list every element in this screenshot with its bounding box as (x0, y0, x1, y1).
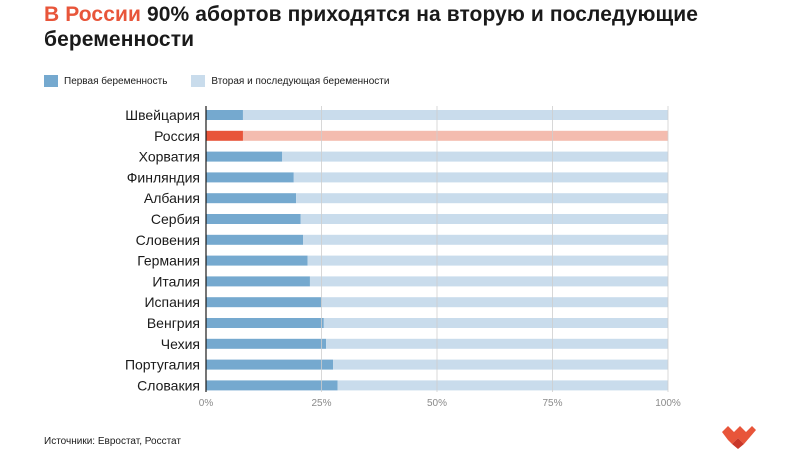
bar-second-5 (300, 214, 668, 224)
bar-second-1 (242, 130, 668, 141)
bar-second-13 (337, 380, 668, 391)
x-tick-label-2: 50% (427, 398, 447, 409)
category-label-2: Хорватия (139, 149, 200, 165)
bar-second-8 (309, 276, 668, 287)
bar-first-6 (206, 234, 304, 245)
category-label-12: Португалия (125, 357, 200, 373)
bar-second-3 (293, 172, 668, 183)
bar-second-0 (242, 110, 668, 120)
source-note: Источники: Евростат, Росстат (44, 436, 181, 447)
bar-first-4 (206, 193, 297, 204)
legend-swatch-second (191, 75, 206, 87)
category-label-6: Словения (136, 232, 200, 248)
bar-second-4 (296, 193, 668, 204)
bar-second-7 (307, 255, 668, 266)
legend-label-second: Вторая и последующая беременности (211, 75, 390, 87)
category-label-9: Испания (144, 294, 200, 310)
category-label-1: Россия (154, 128, 200, 144)
bar-first-5 (206, 214, 301, 224)
chart-legend: Первая беременность Вторая и последующая… (44, 75, 413, 87)
x-tick-label-4: 100% (655, 398, 681, 409)
bar-first-1 (206, 130, 243, 141)
category-label-7: Германия (137, 253, 200, 269)
bar-second-2 (282, 151, 668, 162)
bar-second-11 (326, 338, 668, 349)
legend-swatch-first (44, 75, 58, 87)
chart-title: В России 90% абортов приходятся на втору… (44, 2, 764, 52)
title-rest: 90% абортов приходятся на вторую и после… (44, 3, 699, 51)
bar-first-13 (206, 380, 338, 391)
category-label-11: Чехия (161, 336, 200, 352)
category-label-13: Словакия (137, 377, 200, 393)
bar-second-9 (321, 297, 668, 308)
bar-first-0 (206, 110, 243, 120)
bar-second-12 (333, 359, 668, 370)
bar-first-9 (206, 297, 322, 308)
x-tick-label-1: 25% (311, 398, 331, 409)
category-label-4: Албания (144, 190, 200, 206)
title-accent: В России (44, 3, 142, 26)
legend-label-first: Первая беременность (64, 75, 168, 87)
bar-first-11 (206, 338, 327, 349)
category-label-8: Италия (152, 273, 200, 289)
bar-first-10 (206, 318, 324, 328)
x-tick-label-3: 75% (542, 398, 562, 409)
bar-first-2 (206, 151, 283, 162)
x-tick-label-0: 0% (199, 398, 214, 409)
legend-item-first: Первая беременность (44, 75, 167, 87)
bar-first-3 (206, 172, 294, 183)
bar-first-8 (206, 276, 310, 287)
category-label-0: Швейцария (125, 107, 200, 123)
brand-logo-icon (722, 426, 756, 449)
bar-first-7 (206, 255, 308, 266)
category-label-3: Финляндия (127, 169, 200, 185)
bar-second-10 (323, 318, 668, 328)
category-label-10: Венгрия (147, 315, 200, 331)
bar-second-6 (303, 234, 668, 245)
category-label-5: Сербия (151, 211, 200, 227)
legend-item-second: Вторая и последующая беременности (191, 75, 389, 87)
bar-first-12 (206, 359, 334, 370)
